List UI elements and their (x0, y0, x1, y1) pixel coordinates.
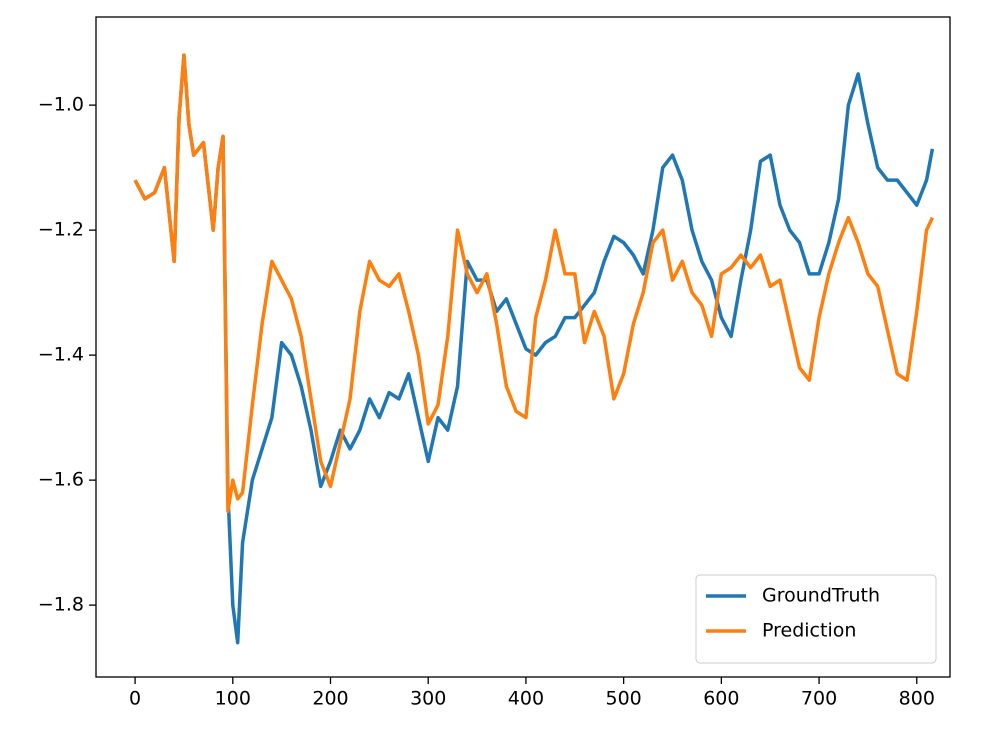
x-tick-label: 700 (801, 688, 837, 710)
x-tick-label: 800 (899, 688, 935, 710)
x-tick-label: 400 (508, 688, 544, 710)
x-tick-label: 0 (129, 688, 141, 710)
series-line (133, 53, 934, 514)
y-tick-label: −1.4 (38, 344, 84, 366)
legend-label: GroundTruth (762, 585, 880, 607)
y-tick-label: −1.2 (38, 219, 84, 241)
x-tick-label: 200 (312, 688, 348, 710)
y-tick-label: −1.8 (38, 594, 84, 616)
plot-frame (95, 16, 951, 678)
legend-label: Prediction (762, 620, 856, 642)
y-tick-label: −1.6 (38, 469, 84, 491)
y-tick-label: −1.0 (38, 94, 84, 116)
x-tick-label: 300 (410, 688, 446, 710)
x-tick-label: 100 (215, 688, 251, 710)
x-tick-label: 600 (703, 688, 739, 710)
x-tick-label: 500 (606, 688, 642, 710)
legend-box (695, 574, 937, 664)
series-line (133, 53, 935, 645)
